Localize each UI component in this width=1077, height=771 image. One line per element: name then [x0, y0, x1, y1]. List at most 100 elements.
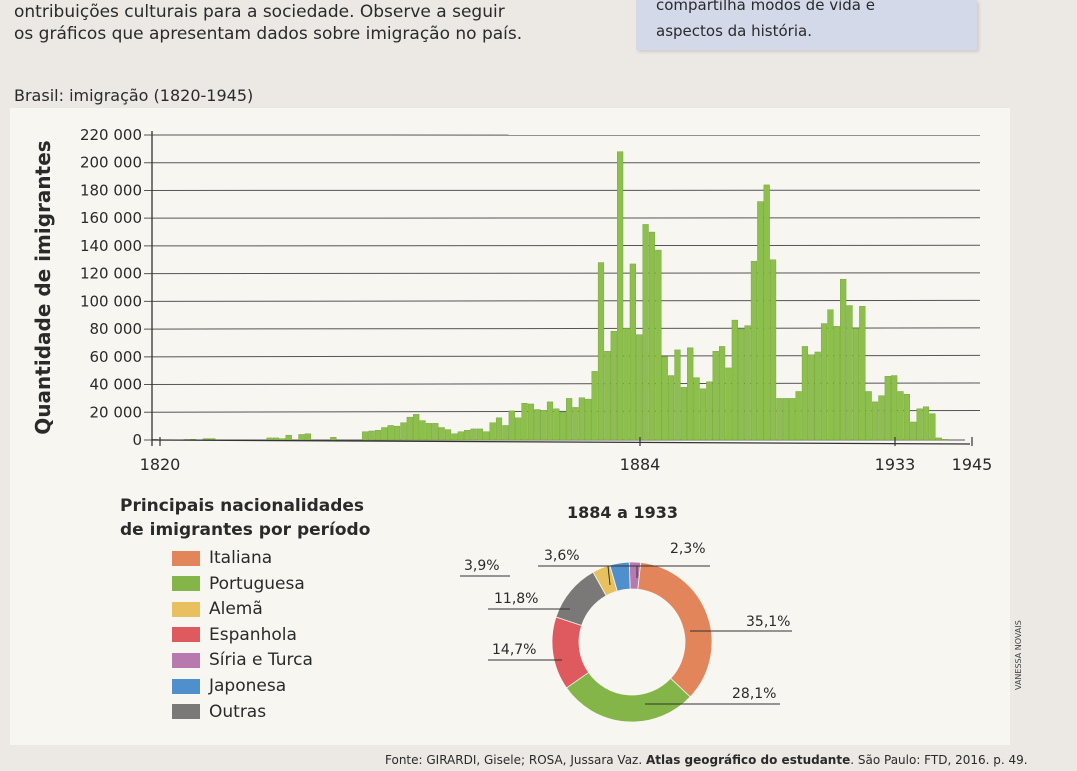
x-tick-label-1884: 1884 [620, 455, 661, 474]
bar-1886 [573, 407, 579, 440]
x-tick-label-1945: 1945 [952, 455, 993, 474]
bar-1853 [362, 432, 368, 440]
bar-1866 [445, 430, 451, 440]
bar-1867 [452, 434, 458, 440]
legend-label: Alemã [209, 599, 263, 619]
intro-text-line-2: os gráficos que apresentam dados sobre i… [14, 24, 522, 44]
legend-label: Portuguesa [209, 574, 305, 594]
bar-1939 [910, 422, 916, 440]
legend-item: Síria e Turca [172, 649, 313, 671]
bar-1927 [834, 326, 840, 440]
bar-1875 [503, 425, 509, 440]
donut-label-Japonesa: 3,9% [464, 558, 500, 574]
bar-1909 [719, 346, 725, 440]
y-tick-label-160000: 160 000 [80, 209, 142, 227]
legend-item: Japonesa [172, 675, 286, 697]
bar-1914 [751, 261, 757, 440]
bar-1936 [891, 376, 897, 440]
legend-item: Alemã [172, 598, 263, 620]
bar-1882 [547, 402, 553, 440]
bar-1896 [636, 335, 642, 440]
bar-1926 [828, 310, 834, 440]
bar-1913 [745, 326, 751, 440]
y-tick-label-60000: 60 000 [90, 348, 143, 366]
bar-1891 [604, 351, 610, 440]
y-tick-label-140000: 140 000 [80, 237, 142, 255]
bar-1871 [477, 429, 483, 440]
bar-1885 [566, 398, 572, 440]
legend-title-line-2: de imigrantes por período [120, 520, 370, 540]
legend-label: Japonesa [209, 676, 286, 696]
bar-1857 [388, 425, 394, 440]
bar-1916 [764, 185, 770, 440]
bar-1910 [726, 368, 732, 440]
bar-1917 [770, 260, 776, 440]
bar-1843 [299, 434, 305, 440]
bar-1895 [630, 264, 636, 440]
bar-1902 [675, 350, 681, 440]
side-note-box: compartilha modos de vida e aspectos da … [636, 0, 977, 50]
bar-1938 [904, 394, 910, 440]
side-note-line-1: compartilha modos de vida e [656, 0, 875, 14]
bar-1859 [401, 423, 407, 440]
illustrator-credit: VANESSA NOVAIS [1014, 620, 1023, 690]
y-tick-label-120000: 120 000 [80, 265, 142, 283]
bar-1888 [585, 399, 591, 440]
bar-1858 [394, 426, 400, 440]
bar-1862 [420, 421, 426, 440]
bar-1839 [273, 438, 279, 440]
legend-swatch [172, 653, 200, 668]
histogram-panel: 0 20 000 40 000 60 000 80 000 100 000 120 000 1… [10, 108, 1010, 498]
bar-1906 [700, 389, 706, 440]
gridline-100000 [144, 300, 980, 301]
donut-slice-Portuguesa [566, 672, 690, 722]
bar-1943 [936, 438, 942, 440]
bar-1854 [369, 431, 375, 440]
immigration-bar-chart: 0 20 000 40 000 60 000 80 000 100 000 120 000 1… [10, 108, 1010, 498]
bar-1944 [942, 439, 948, 440]
y-axis-label: Quantidade de imigrantes [31, 140, 55, 434]
legend-item: Outras [172, 701, 266, 723]
donut-label-Alemã: 3,6% [544, 548, 580, 564]
bar-1915 [757, 202, 763, 440]
bar-1894 [624, 328, 630, 440]
legend-swatch [172, 679, 200, 694]
legend-swatch [172, 704, 200, 719]
legend-item: Portuguesa [172, 573, 305, 595]
bar-1880 [534, 410, 540, 441]
bar-1841 [286, 435, 292, 440]
bar-1941 [923, 407, 929, 440]
bar-1942 [930, 414, 936, 440]
donut-slice-Italiana [638, 562, 712, 696]
bar-1865 [439, 428, 445, 440]
source-book-title: Atlas geográfico do estudante [646, 753, 850, 767]
bar-1907 [706, 382, 712, 440]
bar-1863 [426, 423, 432, 440]
bar-1901 [668, 376, 674, 440]
bar-1856 [381, 428, 387, 440]
legend-swatch [172, 602, 200, 617]
gridline-120000 [144, 273, 980, 274]
donut-label-Espanhola: 14,7% [492, 642, 536, 658]
legend-label: Síria e Turca [209, 650, 313, 670]
bar-1883 [554, 409, 560, 440]
donut-title: 1884 a 1933 [567, 503, 678, 522]
bar-1925 [821, 324, 827, 440]
bar-1864 [432, 423, 438, 440]
histogram-title: Brasil: imigração (1820-1945) [14, 86, 253, 105]
bar-1904 [687, 348, 693, 440]
source-prefix: Fonte: GIRARDI, Gisele; ROSA, Jussara Va… [385, 753, 646, 767]
bar-1844 [305, 434, 311, 440]
bar-1918 [777, 398, 783, 440]
bar-1872 [483, 432, 489, 440]
source-suffix: . São Paulo: FTD, 2016. p. 49. [850, 753, 1027, 767]
y-tick-label-200000: 200 000 [80, 154, 142, 172]
bar-1940 [917, 409, 923, 440]
bar-1855 [375, 430, 381, 440]
donut-label-Síria e Turca: 2,3% [670, 541, 706, 557]
bar-1935 [885, 376, 891, 440]
bar-1873 [490, 423, 496, 440]
bar-1934 [879, 396, 885, 440]
bar-1892 [611, 331, 617, 440]
bar-1937 [898, 391, 904, 440]
